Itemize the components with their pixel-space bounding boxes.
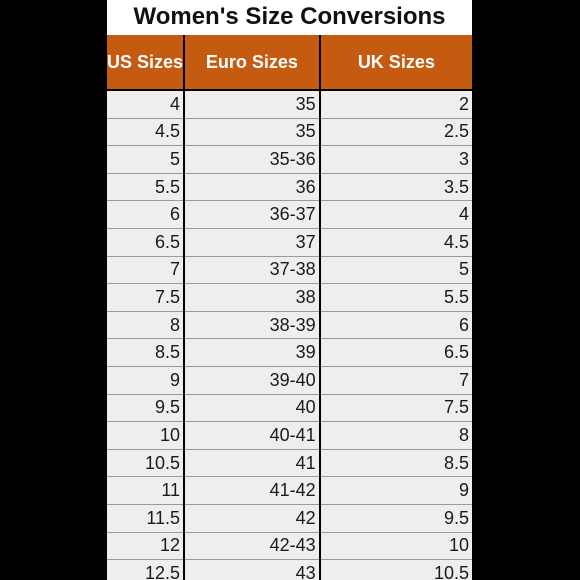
uk-size-cell: 9 (319, 476, 472, 505)
table-row: 12.5 43 10.5 (107, 559, 472, 580)
euro-size-cell: 39 (184, 338, 321, 367)
uk-size-cell: 6.5 (319, 338, 472, 367)
us-size-cell: 6 (107, 200, 186, 229)
us-size-cell: 4.5 (107, 118, 186, 147)
us-size-cell: 7 (107, 256, 186, 285)
us-size-cell: 8.5 (107, 338, 186, 367)
euro-size-cell: 40-41 (184, 421, 321, 450)
table-row: 11 41-42 9 (107, 476, 472, 505)
euro-size-cell: 35 (184, 90, 321, 119)
us-size-cell: 10 (107, 421, 186, 450)
us-size-cell: 9.5 (107, 394, 186, 423)
euro-size-cell: 43 (184, 559, 321, 580)
table-row: 8 38-39 6 (107, 311, 472, 340)
uk-size-cell: 10.5 (319, 559, 472, 580)
euro-size-cell: 37-38 (184, 256, 321, 285)
size-table: US Sizes Euro Sizes UK Sizes 4 35 2 4.5 35 2.… (107, 35, 472, 580)
table-row: 8.5 39 6.5 (107, 338, 472, 367)
table-row: 10 40-41 8 (107, 421, 472, 450)
uk-size-cell: 10 (319, 532, 472, 561)
table-row: 4.5 35 2.5 (107, 118, 472, 147)
us-size-cell: 12.5 (107, 559, 186, 580)
uk-size-cell: 4 (319, 200, 472, 229)
euro-size-cell: 36-37 (184, 200, 321, 229)
us-size-cell: 5 (107, 145, 186, 174)
uk-size-cell: 9.5 (319, 504, 472, 533)
header-uk-sizes: UK Sizes (319, 35, 472, 91)
us-size-cell: 5.5 (107, 173, 186, 202)
euro-size-cell: 38-39 (184, 311, 321, 340)
uk-size-cell: 2 (319, 90, 472, 119)
table-row: 7.5 38 5.5 (107, 283, 472, 312)
us-size-cell: 11 (107, 476, 186, 505)
us-size-cell: 6.5 (107, 228, 186, 257)
euro-size-cell: 41-42 (184, 476, 321, 505)
uk-size-cell: 8.5 (319, 449, 472, 478)
us-size-cell: 10.5 (107, 449, 186, 478)
euro-size-cell: 37 (184, 228, 321, 257)
euro-size-cell: 35-36 (184, 145, 321, 174)
us-size-cell: 8 (107, 311, 186, 340)
table-row: 9 39-40 7 (107, 366, 472, 395)
us-size-cell: 12 (107, 532, 186, 561)
uk-size-cell: 3 (319, 145, 472, 174)
uk-size-cell: 8 (319, 421, 472, 450)
table-row: 10.5 41 8.5 (107, 449, 472, 478)
table-row: 9.5 40 7.5 (107, 394, 472, 423)
euro-size-cell: 41 (184, 449, 321, 478)
table-row: 6 36-37 4 (107, 200, 472, 229)
table-row: 5 35-36 3 (107, 145, 472, 174)
uk-size-cell: 7.5 (319, 394, 472, 423)
header-euro-sizes: Euro Sizes (184, 35, 321, 91)
euro-size-cell: 39-40 (184, 366, 321, 395)
table-row: 4 35 2 (107, 90, 472, 119)
table-row: 5.5 36 3.5 (107, 173, 472, 202)
table-row: 12 42-43 10 (107, 532, 472, 561)
uk-size-cell: 5 (319, 256, 472, 285)
euro-size-cell: 38 (184, 283, 321, 312)
us-size-cell: 9 (107, 366, 186, 395)
uk-size-cell: 5.5 (319, 283, 472, 312)
chart-title: Women's Size Conversions (133, 3, 446, 30)
euro-size-cell: 36 (184, 173, 321, 202)
header-row: US Sizes Euro Sizes UK Sizes (107, 35, 472, 91)
us-size-cell: 4 (107, 90, 186, 119)
euro-size-cell: 42-43 (184, 532, 321, 561)
us-size-cell: 7.5 (107, 283, 186, 312)
table-row: 11.5 42 9.5 (107, 504, 472, 533)
uk-size-cell: 3.5 (319, 173, 472, 202)
uk-size-cell: 4.5 (319, 228, 472, 257)
euro-size-cell: 40 (184, 394, 321, 423)
size-chart: Women's Size Conversions US Sizes Euro S… (107, 0, 472, 580)
table-row: 7 37-38 5 (107, 256, 472, 285)
uk-size-cell: 7 (319, 366, 472, 395)
header-us-sizes: US Sizes (107, 35, 186, 91)
euro-size-cell: 35 (184, 118, 321, 147)
us-size-cell: 11.5 (107, 504, 186, 533)
uk-size-cell: 2.5 (319, 118, 472, 147)
uk-size-cell: 6 (319, 311, 472, 340)
euro-size-cell: 42 (184, 504, 321, 533)
table-row: 6.5 37 4.5 (107, 228, 472, 257)
